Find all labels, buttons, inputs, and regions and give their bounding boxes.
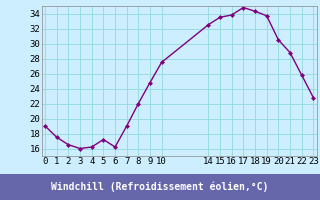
Text: Windchill (Refroidissement éolien,°C): Windchill (Refroidissement éolien,°C) [51, 182, 269, 192]
